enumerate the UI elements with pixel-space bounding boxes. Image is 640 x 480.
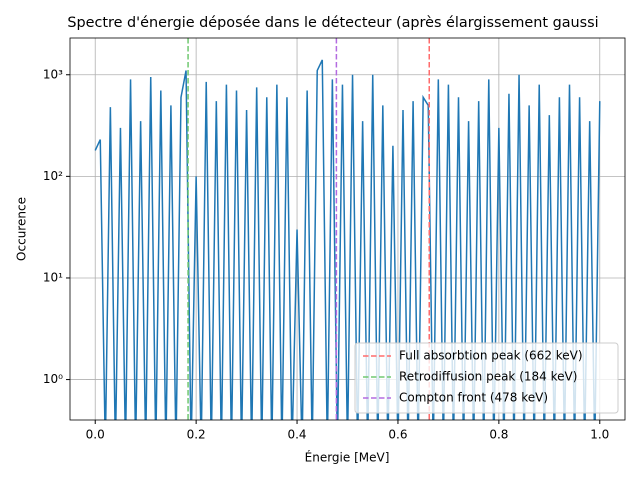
y-axis-label: Occurence xyxy=(15,197,29,261)
legend-label: Compton front (478 keV) xyxy=(399,391,548,405)
x-tick-label: 0.6 xyxy=(388,428,407,442)
y-tick-label: 10³ xyxy=(43,67,63,81)
y-tick-label: 10² xyxy=(43,169,63,183)
chart-title: Spectre d'énergie déposée dans le détect… xyxy=(67,15,598,31)
x-tick-label: 0.0 xyxy=(86,428,105,442)
x-tick-label: 0.4 xyxy=(287,428,306,442)
data-line xyxy=(94,59,601,420)
legend-label: Full absorbtion peak (662 keV) xyxy=(399,349,583,363)
legend-box xyxy=(354,342,619,414)
plot-frame xyxy=(69,37,626,421)
x-axis-label: Énergie [MeV] xyxy=(305,450,390,465)
y-tick-label: 10¹ xyxy=(43,270,63,284)
y-tick-label: 10⁰ xyxy=(43,372,63,386)
x-tick-label: 1.0 xyxy=(590,428,609,442)
x-tick-label: 0.8 xyxy=(489,428,508,442)
legend-label: Retrodiffusion peak (184 keV) xyxy=(399,370,577,384)
x-tick-label: 0.2 xyxy=(187,428,206,442)
plot-area xyxy=(94,38,601,420)
